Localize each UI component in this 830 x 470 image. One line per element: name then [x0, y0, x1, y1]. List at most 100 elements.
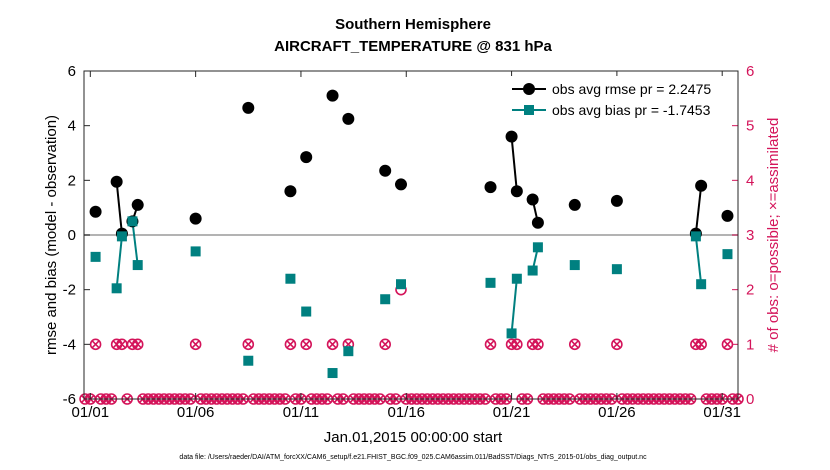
rmse-point — [394, 178, 407, 191]
assimilated-count-marker — [191, 340, 200, 349]
rmse-point — [89, 205, 102, 218]
rmse-point — [531, 216, 544, 229]
assimilated-count-marker — [328, 340, 337, 349]
assimilated-count-marker — [381, 340, 390, 349]
possible-count-marker — [284, 338, 297, 351]
bias-point — [343, 346, 354, 357]
right-y-tick-label: 1 — [746, 336, 754, 353]
possible-count-marker — [300, 338, 313, 351]
legend: obs avg rmse pr = 2.2475 obs avg bias pr… — [506, 76, 734, 120]
possible-count-marker — [189, 338, 202, 351]
assimilated-count-marker — [696, 340, 706, 349]
bias-point — [506, 328, 517, 339]
bias-point — [285, 273, 296, 284]
bias-point — [127, 216, 138, 227]
footnote: data file: /Users/raeder/DAI/ATM_forcXX/… — [179, 454, 647, 461]
bias-point — [527, 265, 538, 276]
bias-point — [132, 260, 143, 271]
rmse-point — [484, 181, 497, 194]
right-y-axis-label: # of obs: o=possible; ×=assimilated — [765, 118, 782, 353]
rmse-point — [721, 209, 734, 222]
bias-point — [569, 260, 580, 271]
ticks-layer: 01/01 01/06 01/11 01/16 01/21 01/26 01/31 -6 -4 -… — [63, 63, 755, 421]
rmse-line-segment — [694, 185, 703, 234]
rmse-point — [326, 89, 339, 102]
x-tick-label: 01/21 — [493, 404, 531, 421]
x-tick-label: 01/31 — [703, 404, 741, 421]
right-y-tick-label: 5 — [746, 118, 754, 135]
rmse-point — [610, 194, 623, 207]
rmse-point — [510, 185, 523, 198]
bias-point — [511, 273, 522, 284]
rmse-point — [300, 151, 313, 164]
assimilated-count-marker — [302, 340, 311, 349]
y-tick-label: 2 — [68, 172, 76, 189]
legend-box — [506, 76, 734, 120]
bias-point — [611, 264, 622, 275]
assimilated-count-marker — [723, 340, 732, 349]
possible-count-marker — [568, 338, 581, 351]
y-tick-label: 6 — [68, 63, 76, 80]
x-tick-label: 01/16 — [387, 404, 425, 421]
possible-count-marker — [326, 338, 339, 351]
assimilated-count-marker — [286, 340, 295, 349]
right-y-tick-label: 2 — [746, 282, 754, 299]
bias-line-segment — [131, 221, 139, 266]
assimilated-count-marker — [612, 340, 622, 349]
rmse-point — [284, 185, 297, 198]
y-axis-label: rmse and bias (model - observation) — [43, 115, 60, 355]
y-tick-label: -4 — [63, 336, 76, 353]
assimilated-count-marker — [570, 340, 579, 349]
bias-point — [395, 279, 406, 290]
y-tick-label: -6 — [63, 391, 76, 408]
legend-label-bias: obs avg bias pr = -1.7453 — [552, 102, 711, 118]
possible-count-marker — [484, 338, 497, 351]
bias-point — [380, 294, 391, 305]
plot-frame — [83, 70, 739, 400]
bias-point — [116, 231, 127, 242]
chart-subtitle: AIRCRAFT_TEMPERATURE @ 831 hPa — [274, 38, 552, 55]
rmse-point — [568, 198, 581, 211]
assimilated-count-marker — [133, 340, 142, 349]
bias-point — [696, 279, 707, 290]
assimilated-count-marker — [244, 340, 253, 349]
x-axis-label: Jan.01,2015 00:00:00 start — [324, 429, 503, 446]
rmse-line-segment — [510, 136, 518, 192]
y-tick-label: 0 — [68, 227, 76, 244]
x-tick-label: 01/26 — [598, 404, 636, 421]
rmse-point — [342, 112, 355, 125]
right-y-tick-label: 3 — [746, 227, 754, 244]
possible-count-marker — [89, 338, 102, 351]
right-y-tick-label: 4 — [746, 172, 754, 189]
x-tick-label: 01/06 — [177, 404, 215, 421]
bias-line-segment — [510, 278, 518, 334]
chart-title: Southern Hemisphere — [335, 16, 491, 33]
right-y-tick-label: 0 — [746, 391, 754, 408]
assimilated-count-marker — [512, 340, 522, 349]
rmse-point — [189, 212, 202, 225]
legend-marker-bias — [524, 105, 534, 115]
rmse-point — [242, 101, 255, 114]
rmse-line-segment — [115, 181, 123, 234]
bias-point — [190, 246, 201, 257]
rmse-point — [695, 179, 708, 192]
bias-point — [327, 368, 338, 379]
bias-point — [301, 306, 312, 317]
rmse-point — [131, 198, 144, 211]
possible-count-marker — [242, 338, 255, 351]
bias-line-segment — [115, 236, 123, 289]
rmse-point — [505, 130, 518, 143]
rmse-point — [379, 164, 392, 177]
assimilated-count-marker — [117, 340, 127, 349]
possible-count-marker — [379, 338, 391, 351]
legend-marker-rmse — [523, 83, 535, 95]
rmse-point — [110, 175, 123, 188]
bias-line-segment — [694, 236, 703, 285]
assimilated-count-marker — [486, 340, 495, 349]
bias-point — [690, 231, 701, 242]
legend-label-rmse: obs avg rmse pr = 2.2475 — [552, 81, 711, 97]
y-tick-label: 4 — [68, 118, 76, 135]
bias-point — [532, 242, 543, 253]
assimilated-count-marker — [91, 340, 100, 349]
